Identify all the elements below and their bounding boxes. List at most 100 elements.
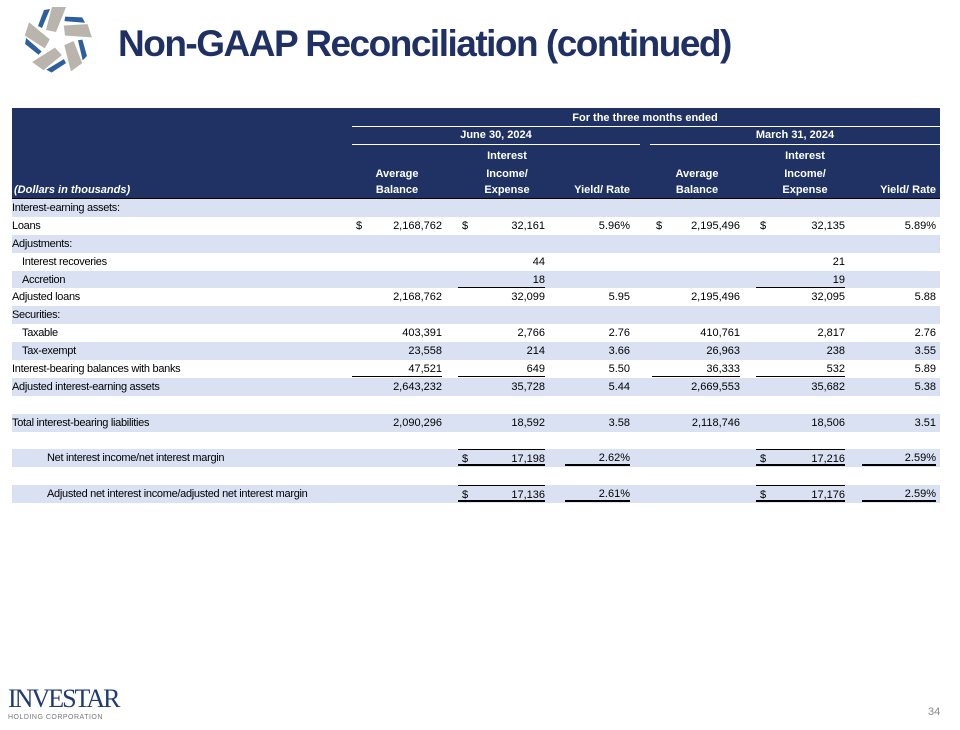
row-label: Taxable: [22, 327, 58, 340]
cell-value: 44: [532, 255, 545, 268]
table-cell: $17,216: [756, 449, 845, 467]
cell-value: 3.51: [914, 416, 936, 429]
table-row: Net interest income/net interest margin $…: [12, 449, 940, 468]
investar-logo: INVESTAR HOLDING CORPORATION: [8, 686, 120, 722]
cell-value: 36,333: [706, 363, 740, 376]
period-group-label: For the three months ended: [572, 112, 718, 124]
table-cell: [565, 271, 630, 288]
table-cell: [565, 396, 630, 413]
cell-value: 2.59%: [904, 488, 936, 501]
table-cell: 403,391: [352, 324, 442, 341]
dollar-sign: $: [462, 489, 469, 502]
table-cell: 2.59%: [862, 485, 936, 503]
table-cell: [862, 432, 936, 449]
table-cell: [756, 467, 845, 484]
table-row: Loans $2,168,762 $32,161 5.96% $2,195,496 $32…: [12, 217, 940, 235]
table-cell: [862, 253, 936, 270]
dollar-sign: $: [462, 453, 469, 466]
dollar-sign: $: [462, 219, 469, 232]
row-label: Loans: [12, 219, 41, 232]
table-cell: 18,506: [756, 414, 845, 431]
table-cell: [756, 432, 845, 449]
table-cell: 5.88: [862, 288, 936, 305]
row-label: Total interest-bearing liabilities: [12, 416, 150, 429]
table-cell: [652, 449, 740, 466]
row-label: Adjusted loans: [12, 291, 80, 304]
cell-value: 2,669,553: [691, 380, 740, 393]
cell-value: 5.44: [608, 380, 630, 393]
col-avg-balance: Average: [675, 168, 719, 180]
table-cell: [862, 199, 936, 216]
table-cell: [652, 253, 740, 270]
cell-value: 17,216: [811, 453, 845, 466]
cell-value: 403,391: [402, 327, 442, 340]
table-cell: [352, 467, 442, 484]
table-cell: [352, 396, 442, 413]
table-cell: [352, 306, 442, 323]
table-row: Interest-bearing balances with banks 47,5…: [12, 360, 940, 378]
table-cell: 5.95: [565, 288, 630, 305]
cell-value: 17,198: [511, 453, 545, 466]
table-cell: [652, 485, 740, 502]
cell-value: 5.88: [914, 291, 936, 304]
table-cell: [652, 271, 740, 288]
table-cell: 2,817: [756, 324, 845, 341]
table-cell: 23,558: [352, 342, 442, 359]
table-cell: 44: [458, 253, 545, 270]
table-row: [12, 467, 940, 485]
table-row: Adjusted loans 2,168,762 32,099 5.95 2,195,4…: [12, 288, 940, 306]
table-cell: [756, 396, 845, 413]
cell-value: 32,095: [811, 291, 845, 304]
table-cell: [652, 306, 740, 323]
table-cell: [458, 432, 545, 449]
table-cell: [862, 235, 936, 252]
table-cell: 2,168,762: [352, 288, 442, 305]
row-label: Interest-earning assets:: [12, 202, 120, 214]
table-cell: 5.89: [862, 360, 936, 377]
row-label: Interest-bearing balances with banks: [12, 363, 181, 376]
row-label: Adjusted interest-earning assets: [12, 380, 160, 393]
cell-value: 47,521: [408, 363, 442, 376]
table-row: Accretion 18 19: [12, 270, 940, 289]
cell-value: 2,168,762: [393, 291, 442, 304]
cell-value: 2,817: [817, 327, 845, 340]
table-cell: [756, 199, 845, 216]
table-cell: 32,095: [756, 288, 845, 305]
table-row: Interest-earning assets:: [12, 199, 940, 217]
cell-value: 5.96%: [598, 219, 630, 232]
table-cell: [862, 467, 936, 484]
cell-value: 21: [832, 255, 845, 268]
table-cell: [565, 467, 630, 484]
table-cell: 214: [458, 342, 545, 359]
cell-value: 2,766: [517, 327, 545, 340]
table-cell: 18,592: [458, 414, 545, 431]
cell-value: 19: [832, 273, 845, 286]
table-cell: 3.55: [862, 342, 936, 359]
table-cell: [565, 432, 630, 449]
cell-value: 35,682: [811, 380, 845, 393]
table-cell: 2,118,746: [652, 414, 740, 431]
cell-value: 5.95: [608, 291, 630, 304]
table-row: [12, 432, 940, 450]
cell-value: 2,168,762: [393, 219, 442, 232]
table-cell: [458, 235, 545, 252]
table-cell: 26,963: [652, 342, 740, 359]
cell-value: 2.62%: [598, 452, 630, 465]
cell-value: 2,118,746: [691, 416, 740, 429]
table-row: Total interest-bearing liabilities 2,090,…: [12, 413, 940, 432]
table-cell: 2,766: [458, 324, 545, 341]
table-row: Taxable 403,391 2,766 2.76 410,761 2,817 2.76: [12, 324, 940, 342]
table-cell: 5.44: [565, 378, 630, 395]
cell-value: 2,643,232: [393, 380, 442, 393]
table-cell: 410,761: [652, 324, 740, 341]
row-label: Tax-exempt: [22, 345, 76, 358]
reconciliation-table: Interest-earning assets: Loans $2,168,762 $…: [12, 198, 940, 504]
table-cell: 3.66: [565, 342, 630, 359]
cell-value: 5.89%: [904, 219, 936, 232]
table-row: Adjustments:: [12, 234, 940, 253]
page-title: Non-GAAP Reconciliation (continued): [118, 23, 732, 64]
table-cell: [458, 199, 545, 216]
table-cell: 36,333: [652, 360, 740, 378]
cell-value: 35,728: [511, 380, 545, 393]
row-label: Adjusted net interest income/adjusted ne…: [47, 488, 308, 501]
